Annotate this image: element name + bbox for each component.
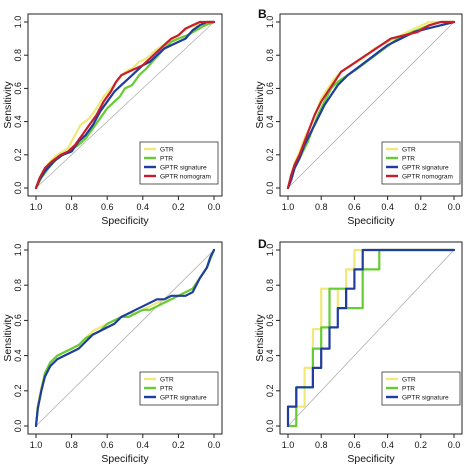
y-tick-label: 0.4 — [265, 115, 275, 128]
legend: GTR PTR GPTR signature — [381, 371, 461, 406]
legend-entry: PTR — [160, 385, 173, 392]
y-tick-label: 0.2 — [13, 149, 23, 162]
y-axis-label: Sensitivity — [254, 81, 266, 129]
y-tick-label: 0.8 — [265, 279, 275, 292]
x-axis-label: Specificity — [347, 453, 395, 465]
plot-frame — [279, 241, 463, 435]
y-tick-label: 0.0 — [13, 182, 23, 195]
x-tick-label: 0.4 — [137, 202, 150, 212]
legend-entry: GPTR signature — [402, 394, 449, 401]
diagonal-reference-line — [35, 249, 215, 427]
x-axis-label: Specificity — [347, 215, 395, 227]
y-tick-label: 0.0 — [13, 420, 23, 433]
x-tick-label: 0.6 — [101, 202, 114, 212]
y-tick-label: 0.4 — [265, 349, 275, 362]
y-tick-label: 0.6 — [13, 314, 23, 327]
x-tick-label: 0.0 — [208, 440, 221, 450]
y-axis-label: Sensitivity — [254, 314, 266, 362]
legend-entry: PTR — [402, 155, 415, 162]
x-tick-label: 1.0 — [30, 440, 43, 450]
x-tick-label: 0.4 — [381, 440, 394, 450]
plot-frame — [27, 13, 223, 197]
x-tick-label: 0.6 — [348, 202, 361, 212]
x-tick-label: 0.2 — [172, 440, 185, 450]
panel-label: B — [258, 7, 267, 21]
y-tick-label: 1.0 — [13, 244, 23, 257]
y-tick-label: 0.0 — [265, 182, 275, 195]
roc-line-gptr-signature — [286, 248, 456, 428]
y-tick-label: 0.2 — [265, 149, 275, 162]
y-tick-label: 0.8 — [13, 49, 23, 62]
plot-frame — [27, 241, 223, 435]
y-tick-label: 0.4 — [13, 349, 23, 362]
x-tick-label: 0.2 — [415, 440, 428, 450]
legend-entry: GTR — [402, 146, 416, 153]
y-tick-label: 1.0 — [13, 16, 23, 29]
legend-entry: GPTR signature — [160, 164, 207, 171]
legend-entry: PTR — [402, 385, 415, 392]
x-tick-label: 0.6 — [348, 440, 361, 450]
roc-panel-1: 1.0 0.8 0.6 0.4 0.2 0.0 0.0 0.2 0.4 0.6 0.8 1.0 Spec… — [2, 13, 223, 227]
roc-line-gptr-signature — [34, 248, 216, 428]
x-tick-label: 0.8 — [315, 440, 328, 450]
x-tick-label: 0.2 — [415, 202, 428, 212]
y-tick-label: 0.6 — [265, 314, 275, 327]
roc-line-gtr — [286, 248, 456, 428]
legend-entry: GTR — [402, 376, 416, 383]
y-tick-label: 0.8 — [13, 279, 23, 292]
y-tick-label: 0.0 — [265, 420, 275, 433]
y-tick-label: 0.4 — [13, 115, 23, 128]
x-axis-label: Specificity — [101, 215, 149, 227]
y-tick-label: 0.2 — [265, 385, 275, 398]
legend: GTR PTR GPTR signature — [139, 371, 219, 406]
x-tick-label: 0.8 — [65, 440, 78, 450]
legend: GTR PTR GPTR signature GPTR nomogram — [381, 141, 461, 185]
roc-panel-4: 1.0 0.8 0.6 0.4 0.2 0.0 0.0 0.2 0.4 0.6 0.8 1.0 Spec… — [254, 237, 463, 465]
diagonal-reference-line — [287, 21, 455, 189]
x-tick-label: 1.0 — [282, 440, 295, 450]
x-tick-label: 0.8 — [315, 202, 328, 212]
legend-entry: GPTR signature — [402, 164, 449, 171]
panel-label: D — [258, 237, 267, 251]
roc-panel-3: 1.0 0.8 0.6 0.4 0.2 0.0 0.0 0.2 0.4 0.6 0.8 1.0 Spec… — [2, 241, 223, 465]
x-tick-label: 0.2 — [172, 202, 185, 212]
y-tick-label: 0.8 — [265, 49, 275, 62]
y-tick-label: 1.0 — [265, 244, 275, 257]
roc-line-gptr-nomogram — [286, 20, 456, 190]
y-axis-label: Sensitivity — [2, 81, 14, 129]
x-tick-label: 1.0 — [282, 202, 295, 212]
x-axis-label: Specificity — [101, 453, 149, 465]
x-tick-label: 0.0 — [208, 202, 221, 212]
x-tick-label: 0.6 — [101, 440, 114, 450]
legend-entry: GPTR nomogram — [402, 173, 453, 180]
legend-entry: GTR — [160, 376, 174, 383]
y-tick-label: 0.2 — [13, 385, 23, 398]
plot-frame — [279, 13, 463, 197]
x-tick-label: 1.0 — [30, 202, 43, 212]
diagonal-reference-line — [35, 21, 215, 189]
x-tick-label: 0.4 — [137, 440, 150, 450]
legend: GTR PTR GPTR signature GPTR nomogram — [139, 141, 219, 185]
y-tick-label: 1.0 — [265, 16, 275, 29]
legend-entry: GPTR signature — [160, 394, 207, 401]
legend-entry: PTR — [160, 155, 173, 162]
legend-entry: GPTR nomogram — [160, 173, 211, 180]
roc-line-gptr-nomogram — [34, 20, 216, 190]
y-axis-label: Sensitivity — [2, 314, 14, 362]
y-tick-label: 0.6 — [265, 82, 275, 95]
diagonal-reference-line — [287, 249, 455, 427]
y-tick-label: 0.6 — [13, 82, 23, 95]
x-tick-label: 0.0 — [448, 440, 461, 450]
x-tick-label: 0.4 — [381, 202, 394, 212]
roc-panel-2: 1.0 0.8 0.6 0.4 0.2 0.0 0.0 0.2 0.4 0.6 0.8 1.0 Spec… — [254, 7, 463, 227]
x-tick-label: 0.8 — [65, 202, 78, 212]
legend-entry: GTR — [160, 146, 174, 153]
x-tick-label: 0.0 — [448, 202, 461, 212]
